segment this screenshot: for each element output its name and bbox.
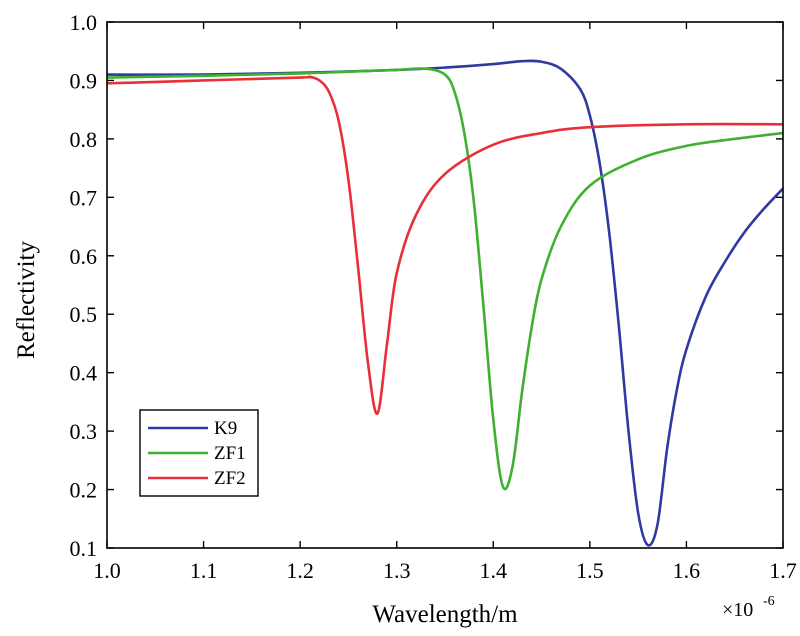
x-tick-label: 1.6 [673,558,701,583]
x-tick-label: 1.2 [286,558,314,583]
y-tick-label: 0.2 [70,478,98,503]
x-axis-label: Wavelength/m [372,601,518,628]
legend: K9 ZF1 ZF2 [139,409,259,497]
y-tick-label: 0.4 [70,361,98,386]
y-tick-label: 0.1 [70,536,98,561]
y-tick-label: 0.6 [70,244,98,269]
y-tick-label: 1.0 [70,10,98,35]
series-line-zf1 [106,67,784,491]
legend-label-k9: K9 [214,418,237,439]
y-tick-label: 0.8 [70,127,98,152]
y-tick-label: 0.5 [70,302,98,327]
y-tick-label: 0.9 [70,68,98,93]
x-tick-label: 1.7 [769,558,797,583]
x-axis-exponent-power: -6 [763,594,775,609]
y-tick-label: 0.3 [70,419,98,444]
x-tick-label: 1.1 [190,558,218,583]
x-tick-label: 1.3 [383,558,411,583]
x-tick-label: 1.5 [576,558,604,583]
x-tick-label: 1.0 [93,558,121,583]
x-tick-label: 1.4 [480,558,508,583]
legend-label-zf1: ZF1 [214,443,246,464]
x-axis-exponent-base: ×10 [722,599,753,621]
series-line-zf2 [106,75,784,415]
plot-frame [106,21,784,549]
legend-label-zf2: ZF2 [214,468,246,489]
series-layer [106,59,784,547]
series-line-k9 [106,59,784,547]
y-tick-label: 0.7 [70,185,98,210]
y-axis-label: Reflectivity [13,240,40,359]
tick-layer: 1.0 1.1 1.2 1.3 1.4 1.5 1.6 1.7 0.1 0.2 0.3 0.4 0.5 0… [70,10,797,583]
